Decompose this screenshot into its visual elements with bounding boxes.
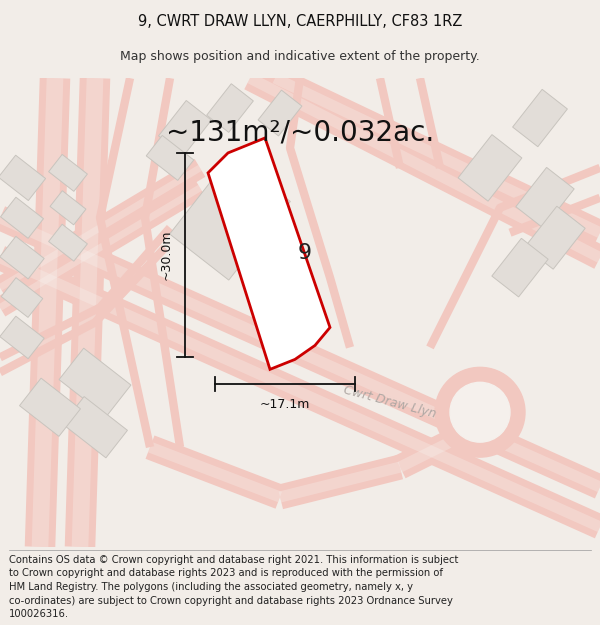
Polygon shape: [258, 90, 302, 136]
Text: co-ordinates) are subject to Crown copyright and database rights 2023 Ordnance S: co-ordinates) are subject to Crown copyr…: [9, 596, 453, 606]
Text: ~30.0m: ~30.0m: [160, 230, 173, 281]
Polygon shape: [0, 155, 46, 201]
Text: Map shows position and indicative extent of the property.: Map shows position and indicative extent…: [120, 50, 480, 62]
Text: 100026316.: 100026316.: [9, 609, 69, 619]
Polygon shape: [458, 134, 522, 201]
Polygon shape: [158, 101, 211, 156]
Polygon shape: [492, 238, 548, 297]
Polygon shape: [49, 154, 88, 191]
Polygon shape: [525, 206, 585, 269]
Text: 9: 9: [298, 242, 312, 262]
Text: Cwrt Draw Llyn: Cwrt Draw Llyn: [342, 384, 438, 421]
Polygon shape: [1, 278, 43, 318]
Polygon shape: [20, 378, 80, 436]
Text: to Crown copyright and database rights 2023 and is reproduced with the permissio: to Crown copyright and database rights 2…: [9, 568, 443, 578]
Circle shape: [450, 382, 510, 442]
Polygon shape: [49, 224, 88, 261]
Polygon shape: [208, 138, 330, 369]
Polygon shape: [516, 168, 574, 228]
Polygon shape: [512, 89, 568, 147]
Text: 9, CWRT DRAW LLYN, CAERPHILLY, CF83 1RZ: 9, CWRT DRAW LLYN, CAERPHILLY, CF83 1RZ: [138, 14, 462, 29]
Circle shape: [435, 368, 525, 457]
Polygon shape: [62, 396, 127, 458]
Polygon shape: [206, 84, 253, 132]
Text: ~17.1m: ~17.1m: [260, 398, 310, 411]
Polygon shape: [59, 348, 131, 416]
Text: ~131m²/~0.032ac.: ~131m²/~0.032ac.: [166, 119, 434, 147]
Text: Contains OS data © Crown copyright and database right 2021. This information is : Contains OS data © Crown copyright and d…: [9, 555, 458, 565]
Polygon shape: [50, 191, 86, 225]
Polygon shape: [170, 156, 290, 280]
Polygon shape: [1, 197, 43, 238]
Polygon shape: [0, 236, 44, 279]
Polygon shape: [146, 136, 194, 181]
Text: HM Land Registry. The polygons (including the associated geometry, namely x, y: HM Land Registry. The polygons (includin…: [9, 582, 413, 592]
Polygon shape: [0, 316, 44, 359]
